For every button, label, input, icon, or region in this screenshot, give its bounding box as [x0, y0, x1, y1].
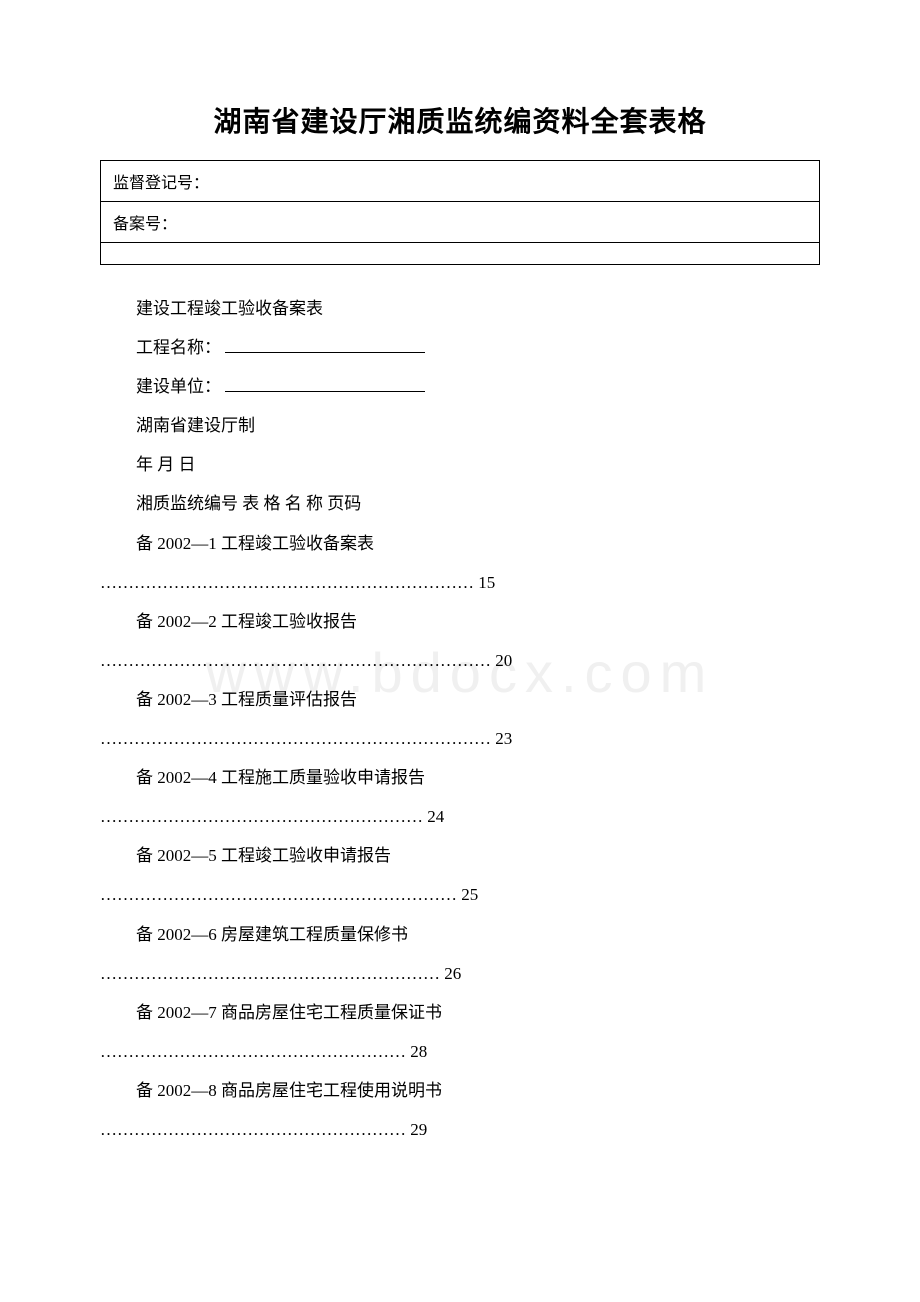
toc-label: 备 2002—3 工程质量评估报告	[136, 680, 820, 719]
project-name-blank	[225, 336, 425, 353]
toc-dots-page: ……………………………………………… 28	[136, 1032, 820, 1071]
toc-entry: 备 2002—2 工程竣工验收报告 ……………………………………………………………	[136, 602, 820, 680]
header-empty-cell	[101, 243, 820, 265]
toc-dots-page: ……………………………………………………… 25	[136, 875, 820, 914]
body-line-4: 湖南省建设厅制	[136, 406, 820, 445]
toc-label: 备 2002—6 房屋建筑工程质量保修书	[136, 915, 820, 954]
body-line-3: 建设单位：	[136, 367, 820, 406]
toc-label: 备 2002—5 工程竣工验收申请报告	[136, 836, 820, 875]
project-name-label: 工程名称：	[136, 338, 221, 357]
record-no: 备案号：	[101, 202, 820, 243]
toc-entry: 备 2002—8 商品房屋住宅工程使用说明书 ………………………………………………	[136, 1071, 820, 1149]
toc-dots-page: ……………………………………………… 29	[136, 1110, 820, 1149]
toc-entry: 备 2002—5 工程竣工验收申请报告 ………………………………………………………	[136, 836, 820, 914]
body-line-5: 年 月 日	[136, 445, 820, 484]
toc-entry: 备 2002—1 工程竣工验收备案表 …………………………………………………………	[136, 524, 820, 602]
header-row-1: 监督登记号：	[101, 161, 820, 202]
toc-entry: 备 2002—3 工程质量评估报告 ……………………………………………………………	[136, 680, 820, 758]
construction-unit-blank	[225, 375, 425, 392]
toc-dots-page: …………………………………………………… 26	[136, 954, 820, 993]
toc-entry: 备 2002—4 工程施工质量验收申请报告 …………………………………………………	[136, 758, 820, 836]
toc-dots-page: ………………………………………………………… 15	[136, 563, 820, 602]
header-row-2: 备案号：	[101, 202, 820, 243]
body-line-6: 湘质监统编号 表 格 名 称 页码	[136, 484, 820, 523]
body-line-2: 工程名称：	[136, 328, 820, 367]
toc-label: 备 2002—7 商品房屋住宅工程质量保证书	[136, 993, 820, 1032]
toc-label: 备 2002—4 工程施工质量验收申请报告	[136, 758, 820, 797]
toc-label: 备 2002—2 工程竣工验收报告	[136, 602, 820, 641]
toc-dots-page: …………………………………………………………… 23	[136, 719, 820, 758]
document-title: 湖南省建设厅湘质监统编资料全套表格	[100, 100, 820, 140]
supervision-reg-no: 监督登记号：	[101, 161, 820, 202]
toc-entry: 备 2002—6 房屋建筑工程质量保修书 ……………………………………………………	[136, 915, 820, 993]
body-content: 建设工程竣工验收备案表 工程名称： 建设单位： 湖南省建设厅制 年 月 日 湘质…	[100, 289, 820, 1149]
toc-entry: 备 2002—7 商品房屋住宅工程质量保证书 ………………………………………………	[136, 993, 820, 1071]
toc-label: 备 2002—8 商品房屋住宅工程使用说明书	[136, 1071, 820, 1110]
toc-dots-page: …………………………………………………………… 20	[136, 641, 820, 680]
toc-dots-page: ………………………………………………… 24	[136, 797, 820, 836]
construction-unit-label: 建设单位：	[136, 377, 221, 396]
header-table: 监督登记号： 备案号：	[100, 160, 820, 265]
body-line-1: 建设工程竣工验收备案表	[136, 289, 820, 328]
header-row-3	[101, 243, 820, 265]
toc-label: 备 2002—1 工程竣工验收备案表	[136, 524, 820, 563]
